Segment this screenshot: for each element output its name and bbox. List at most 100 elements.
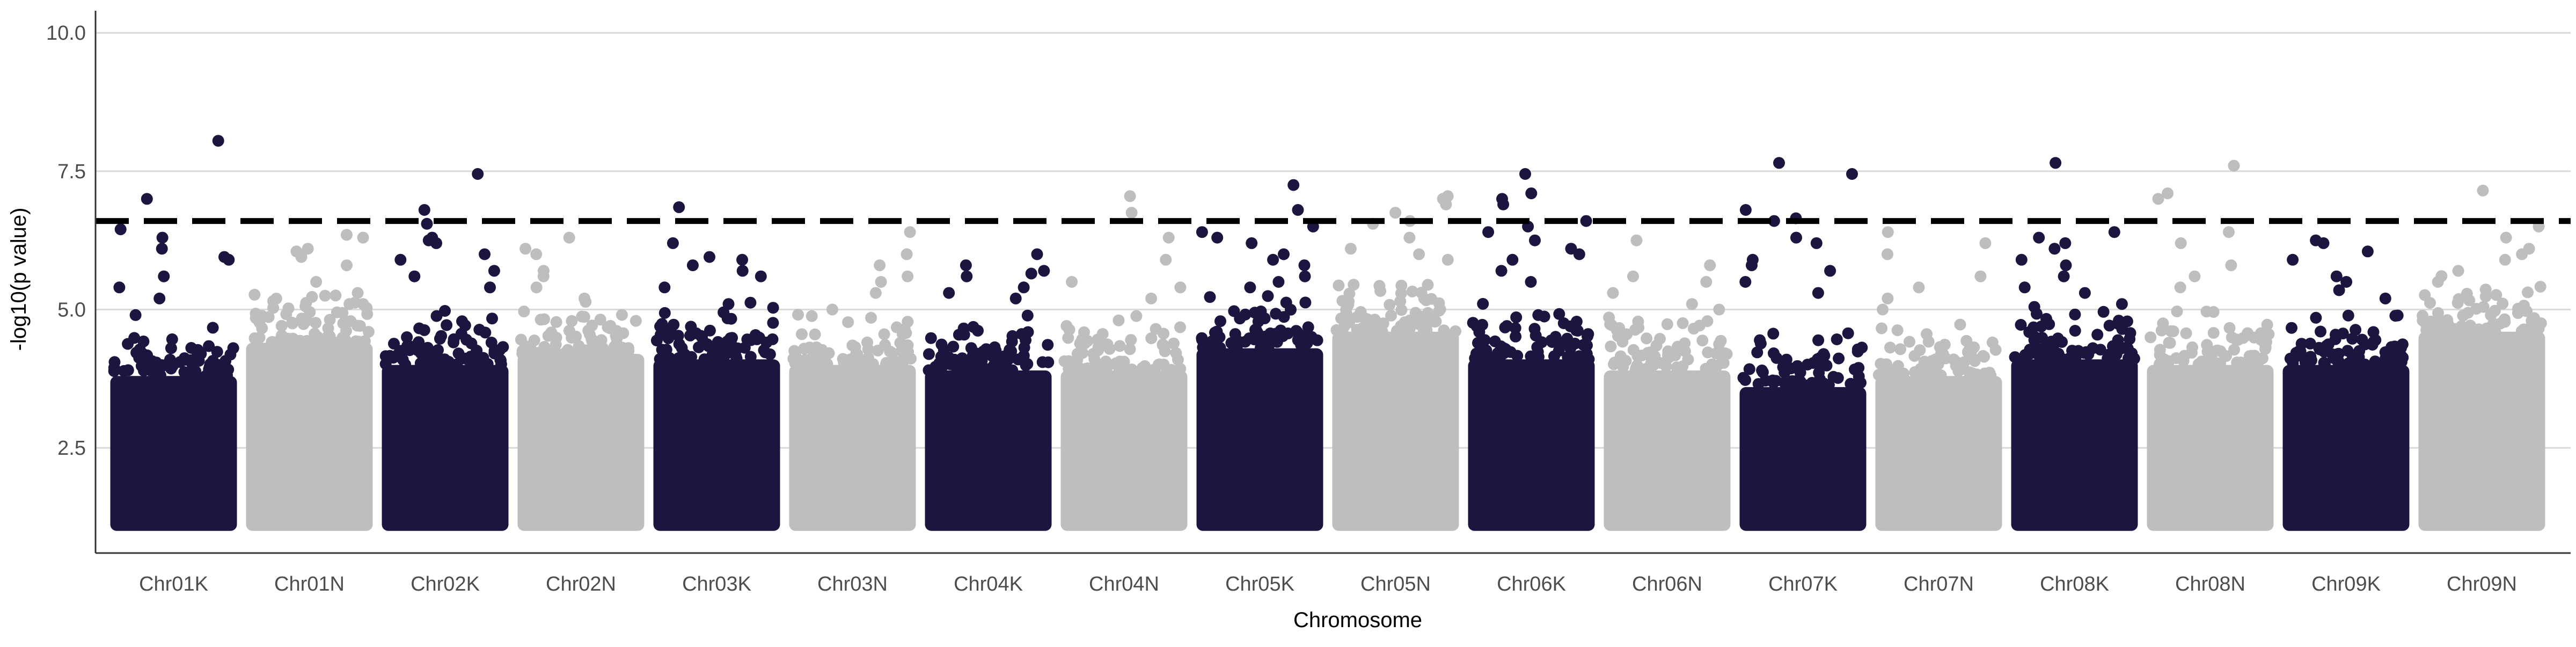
snp-peak-point	[2079, 287, 2091, 299]
snp-peak-point	[961, 270, 973, 282]
snp-peak-point	[2048, 243, 2061, 255]
snp-peak-point	[1038, 265, 1050, 277]
snp-point	[1630, 362, 1642, 374]
snp-point	[2154, 344, 2166, 356]
snp-peak-point	[960, 259, 972, 272]
snp-point	[1564, 320, 1577, 332]
snp-peak-point	[2015, 253, 2028, 266]
chromosome-chr02n	[515, 231, 645, 531]
snp-point	[1204, 291, 1216, 303]
snp-peak-point	[1018, 281, 1030, 294]
snp-point	[961, 364, 973, 376]
snp-point	[166, 333, 178, 345]
snp-peak-point	[826, 303, 838, 316]
snp-point	[2441, 323, 2453, 335]
snp-point	[865, 311, 877, 324]
snp-point	[1249, 307, 1261, 319]
snp-point	[861, 336, 873, 348]
snp-point	[1914, 344, 1926, 357]
snp-point	[528, 335, 540, 346]
snp-point	[1696, 335, 1709, 347]
snp-point	[2512, 307, 2524, 319]
snp-peak-point	[1877, 303, 1889, 316]
snp-point	[767, 317, 779, 329]
snp-point	[923, 348, 935, 360]
snp-peak-point	[869, 287, 882, 299]
snp-peak-point	[113, 281, 126, 294]
snp-point	[538, 341, 551, 353]
chromosome-chr05k	[1196, 179, 1323, 531]
snp-point	[730, 353, 743, 365]
snp-point	[702, 340, 715, 352]
snp-point	[953, 329, 965, 341]
snp-point	[1406, 285, 1418, 297]
snp-peak-point	[310, 276, 323, 288]
snp-point	[725, 337, 737, 349]
snp-point	[2107, 340, 2119, 352]
snp-point	[693, 341, 705, 353]
snp-peak-point	[1298, 259, 1311, 272]
snp-peak-point	[1790, 231, 1802, 244]
snp-point	[330, 289, 342, 302]
snp-point	[2419, 316, 2431, 329]
snp-peak-point	[874, 259, 886, 272]
snp-point	[2107, 352, 2120, 365]
snp-point	[1063, 362, 1075, 375]
snp-peak-point	[1739, 276, 1752, 288]
snp-point	[1661, 318, 1673, 330]
snp-peak-point	[2050, 157, 2062, 169]
snp-point	[412, 337, 424, 350]
snp-point	[2205, 345, 2217, 358]
snp-point	[1954, 318, 1966, 331]
snp-point	[744, 351, 757, 363]
chromosome-chr01n	[246, 229, 375, 531]
snp-peak-point	[1292, 204, 1304, 216]
snp-peak-point	[1162, 231, 1175, 244]
snp-peak-point	[156, 243, 168, 255]
snp-point	[523, 347, 536, 360]
snp-point	[1301, 337, 1313, 349]
y-tick-label: 2.5	[57, 437, 86, 460]
snp-peak-point	[943, 287, 955, 299]
snp-point	[2260, 336, 2272, 348]
snp-point	[2177, 355, 2190, 367]
snp-point	[2369, 355, 2381, 368]
y-tick-label: 10.0	[46, 22, 86, 45]
snp-point	[1605, 340, 1617, 353]
snp-peak-point	[1497, 198, 1510, 210]
snp-point	[2522, 286, 2534, 299]
dense-points-band	[2011, 359, 2138, 531]
snp-point	[1124, 343, 1136, 355]
snp-point	[1654, 333, 1666, 345]
snp-peak-point	[1482, 226, 1495, 238]
snp-point	[1677, 317, 1689, 329]
snp-peak-point	[1287, 179, 1300, 191]
snp-peak-point	[2225, 259, 2237, 272]
snp-peak-point	[1525, 187, 1538, 200]
snp-peak-point	[1627, 270, 1639, 282]
dense-points-band	[246, 343, 373, 531]
snp-point	[622, 342, 634, 354]
snp-peak-point	[1031, 248, 1043, 260]
snp-point	[211, 346, 223, 358]
snp-point	[1489, 335, 1501, 347]
snp-peak-point	[2287, 253, 2299, 266]
snp-point	[1438, 324, 1450, 337]
snp-point	[448, 336, 459, 348]
chromosome-chr09k	[2282, 234, 2410, 531]
snp-peak-point	[1506, 253, 1519, 266]
snp-point	[2304, 337, 2316, 350]
snp-point	[2322, 338, 2334, 351]
snp-point	[2346, 349, 2359, 361]
snp-point	[2295, 338, 2308, 350]
snp-point	[1785, 362, 1797, 375]
snp-point	[1262, 290, 1274, 302]
snp-peak-point	[530, 248, 543, 260]
snp-point	[1252, 326, 1263, 339]
snp-point	[551, 347, 563, 360]
snp-peak-point	[1066, 276, 1078, 288]
snp-point	[610, 329, 622, 341]
snp-point	[759, 346, 771, 359]
snp-point	[2050, 337, 2062, 349]
chromosome-chr04k	[923, 248, 1055, 531]
